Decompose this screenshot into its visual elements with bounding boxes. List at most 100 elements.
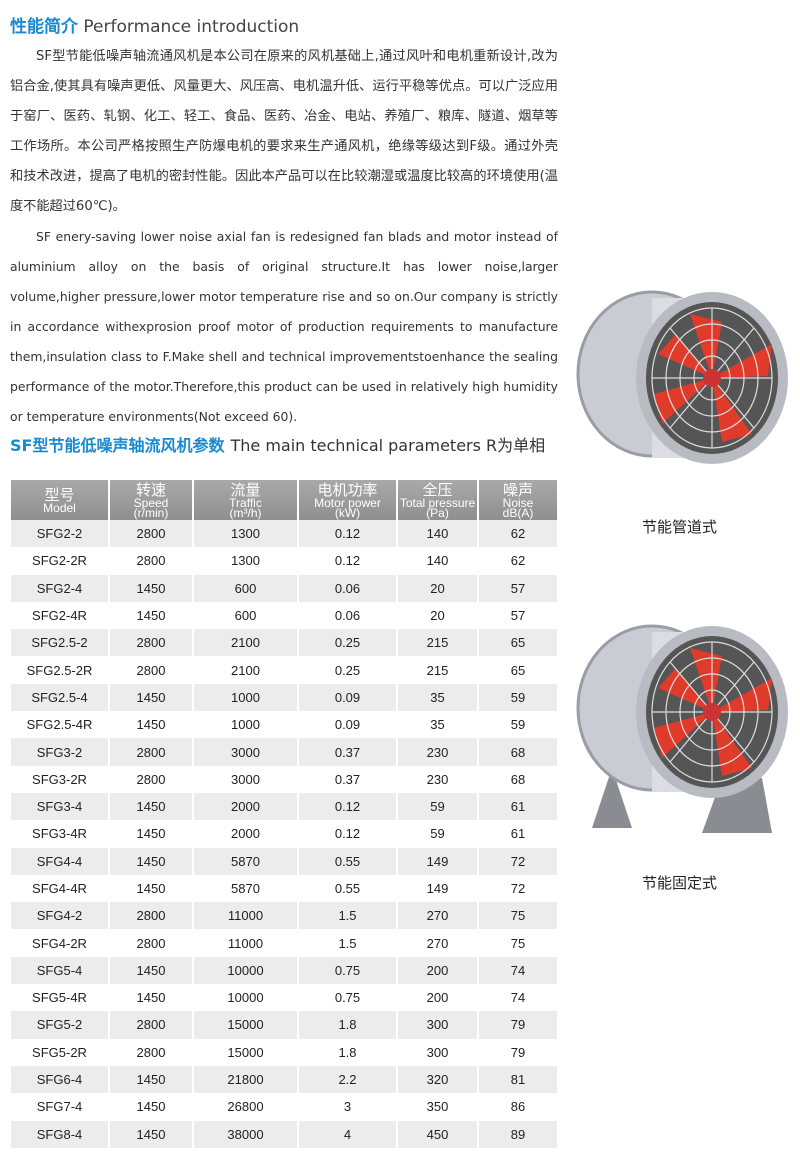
table-row: SFG5-4 1450 10000 0.75 200 74	[11, 956, 557, 985]
table-cell: 3000	[192, 738, 298, 766]
header-cn: 噪声	[502, 481, 533, 499]
table-cell: 57	[477, 601, 557, 630]
header-unit: (Pa)	[426, 505, 449, 520]
table-cell: 74	[477, 956, 557, 985]
table-cell: 300	[396, 1011, 478, 1039]
table-cell: 59	[396, 792, 478, 821]
intro-heading: 性能简介 Performance introduction	[10, 12, 299, 37]
table-cell: 2800	[108, 765, 193, 793]
table-cell: 230	[396, 738, 478, 766]
table-row: SFG2.5-4 1450 1000 0.09 35 59	[11, 683, 557, 712]
table-cell: SFG4-2	[11, 902, 109, 930]
table-cell: 68	[477, 765, 557, 793]
table-cell: 1450	[108, 847, 193, 875]
table-row: SFG4-2R 2800 11000 1.5 270 75	[11, 929, 557, 957]
table-cell: 2800	[108, 656, 193, 684]
table-cell: 20	[396, 574, 478, 602]
table-cell: 61	[477, 820, 557, 848]
table-cell: SFG2-2R	[32, 553, 87, 569]
table-cell: 15000	[192, 1011, 298, 1039]
table-cell: SFG2.5-4R	[26, 717, 93, 733]
params-title-en: The main technical parameters R为单相	[230, 436, 546, 455]
table-cell: SFG2.5-2R	[26, 662, 93, 678]
table-cell: 0.12	[297, 820, 397, 848]
fan-illustration	[576, 290, 788, 464]
table-cell: 2800	[108, 738, 193, 766]
table-cell: SFG3-4R	[32, 826, 87, 842]
table-cell: 0.06	[297, 601, 397, 630]
params-title-cn: SF型节能低噪声轴流风机参数	[10, 436, 225, 455]
duct-fan-image	[576, 290, 788, 464]
table-header-row: 型号 Model 转速 Speed (r/min) 流量 Traffic (m³/h) 电机功率…	[11, 480, 557, 520]
table-cell: 20	[396, 601, 478, 630]
table-row: SFG5-4R 1450 10000 0.75 200 74	[11, 984, 557, 1012]
table-cell: 320	[396, 1065, 478, 1094]
table-row: SFG3-2R 2800 3000 0.37 230 68	[11, 765, 557, 793]
table-cell: SFG5-4	[11, 956, 109, 985]
table-row: SFG6-4 1450 21800 2.2 320 81	[11, 1065, 557, 1094]
table-cell: 10000	[192, 984, 298, 1012]
table-cell: 75	[477, 929, 557, 957]
table-cell: 59	[396, 820, 478, 848]
table-cell: 1450	[108, 601, 193, 630]
table-cell: 72	[477, 847, 557, 875]
table-row: SFG3-4R 1450 2000 0.12 59 61	[11, 820, 557, 848]
table-cell: SFG4-2R	[32, 935, 87, 951]
table-cell: 1450	[108, 683, 193, 712]
table-row: SFG2.5-4R 1450 1000 0.09 35 59	[11, 711, 557, 739]
table-cell: 26800	[192, 1093, 298, 1121]
table-cell: 38000	[192, 1120, 298, 1148]
table-cell: 10000	[192, 956, 298, 985]
table-cell: SFG4-4R	[32, 881, 87, 896]
table-cell: 0.25	[297, 656, 397, 684]
table-cell: 200	[396, 956, 478, 985]
table-cell: 0.09	[297, 683, 397, 712]
table-cell: 2800	[108, 1038, 193, 1066]
table-cell: 1300	[192, 520, 298, 548]
header-en: Motor power	[314, 495, 381, 510]
table-cell: 1000	[192, 711, 298, 739]
table-cell: SFG4-4	[11, 847, 109, 875]
table-cell: 2800	[108, 629, 193, 657]
table-cell: 1450	[108, 984, 193, 1012]
table-cell: 79	[477, 1038, 557, 1066]
table-cell: 74	[477, 984, 557, 1012]
table-cell: 140	[396, 520, 478, 548]
header-cn: 流量	[230, 481, 261, 499]
table-cell: 1450	[108, 956, 193, 985]
table-cell: 79	[477, 1011, 557, 1039]
column-header: 转速 Speed (r/min)	[108, 480, 193, 520]
table-cell: 0.12	[297, 547, 397, 575]
table-row: SFG4-2 2800 11000 1.5 270 75	[11, 902, 557, 930]
product-caption-duct: 节能管道式	[642, 518, 718, 536]
header-en: Model	[43, 500, 76, 515]
table-cell: SFG3-4	[11, 792, 109, 821]
table-cell: SFG5-2R	[32, 1044, 87, 1060]
table-row: SFG2-2R 2800 1300 0.12 140 62	[11, 547, 557, 575]
header-unit: (r/min)	[133, 505, 169, 520]
table-cell: SFG2-4	[11, 574, 109, 602]
table-cell: 450	[396, 1120, 478, 1148]
table-cell: 4	[297, 1120, 397, 1148]
header-en: Traffic	[229, 495, 262, 510]
table-cell: 15000	[192, 1038, 298, 1066]
table-cell: 1.5	[297, 929, 397, 957]
table-cell: 0.37	[297, 738, 397, 766]
table-cell: SFG2-2	[11, 520, 109, 548]
table-cell: SFG2-4R	[32, 608, 87, 624]
table-cell: SFG5-4R	[32, 990, 87, 1006]
table-row: SFG2-4 1450 600 0.06 20 57	[11, 574, 557, 602]
table-row: SFG2-2 2800 1300 0.12 140 62	[11, 520, 557, 548]
table-cell: 200	[396, 984, 478, 1012]
table-cell: 0.25	[297, 629, 397, 657]
table-cell: 230	[396, 765, 478, 793]
table-cell: 1.8	[297, 1038, 397, 1066]
table-cell: 1450	[108, 574, 193, 602]
table-cell: 600	[192, 601, 298, 630]
table-cell: 1450	[108, 874, 193, 903]
table-cell: SFG3-2	[11, 738, 109, 766]
table-row: SFG3-4 1450 2000 0.12 59 61	[11, 792, 557, 821]
table-cell: 600	[192, 574, 298, 602]
column-header: 噪声 Noise dB(A)	[477, 480, 557, 520]
